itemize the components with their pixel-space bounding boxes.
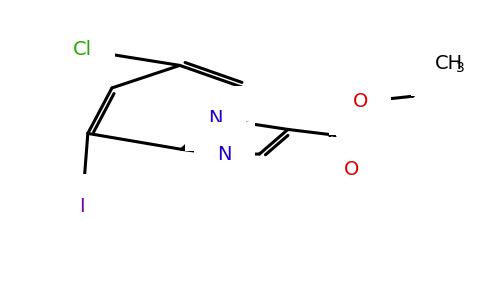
Text: 3: 3 xyxy=(456,61,465,75)
Text: N: N xyxy=(209,109,223,128)
Text: O: O xyxy=(352,92,368,111)
Text: N: N xyxy=(217,146,232,164)
Text: Cl: Cl xyxy=(73,40,91,59)
Text: O: O xyxy=(344,160,359,179)
Text: CH: CH xyxy=(434,54,463,73)
Text: I: I xyxy=(79,197,85,216)
